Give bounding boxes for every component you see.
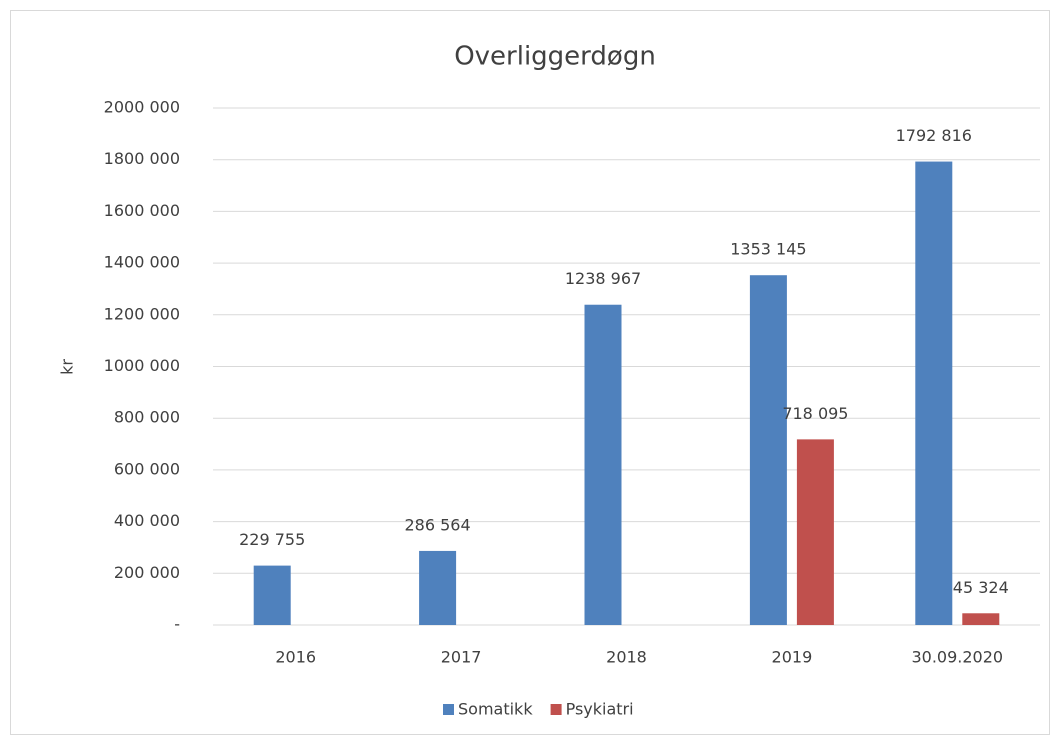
y-tick-label: 1400 000 [104,253,180,272]
bar [796,439,834,625]
y-tick-label: - [174,615,180,634]
bar [962,613,1000,625]
y-tick-label: 2000 000 [104,98,180,117]
y-tick-label: 600 000 [114,459,180,478]
chart-frame [10,10,1050,735]
bar [419,550,457,625]
bar [915,161,953,625]
data-label: 286 564 [405,515,471,534]
legend-swatch [443,704,454,715]
x-tick-label: 30.09.2020 [911,648,1003,667]
y-tick-label: 400 000 [114,511,180,530]
y-tick-label: 1800 000 [104,149,180,168]
legend-label: Psykiatri [566,700,634,719]
y-tick-label: 1000 000 [104,356,180,375]
y-axis-label: kr [58,359,77,375]
bar [584,304,622,625]
y-tick-label: 200 000 [114,563,180,582]
data-label: 229 755 [239,530,305,549]
y-tick-label: 1200 000 [104,304,180,323]
data-label: 45 324 [953,578,1009,597]
chart-title: Overliggerdøgn [454,42,656,72]
bar [253,565,291,625]
legend-label: Somatikk [458,700,533,719]
x-tick-label: 2017 [441,648,482,667]
data-label: 1238 967 [565,269,641,288]
legend-swatch [550,704,562,715]
data-label: 718 095 [782,404,848,423]
y-tick-label: 800 000 [114,408,180,427]
y-tick-label: 1600 000 [104,201,180,220]
x-tick-label: 2018 [606,648,647,667]
x-tick-label: 2016 [275,648,316,667]
data-label: 1353 145 [730,240,806,259]
data-label: 1792 816 [896,126,972,145]
bar [749,275,787,625]
x-tick-label: 2019 [772,648,813,667]
